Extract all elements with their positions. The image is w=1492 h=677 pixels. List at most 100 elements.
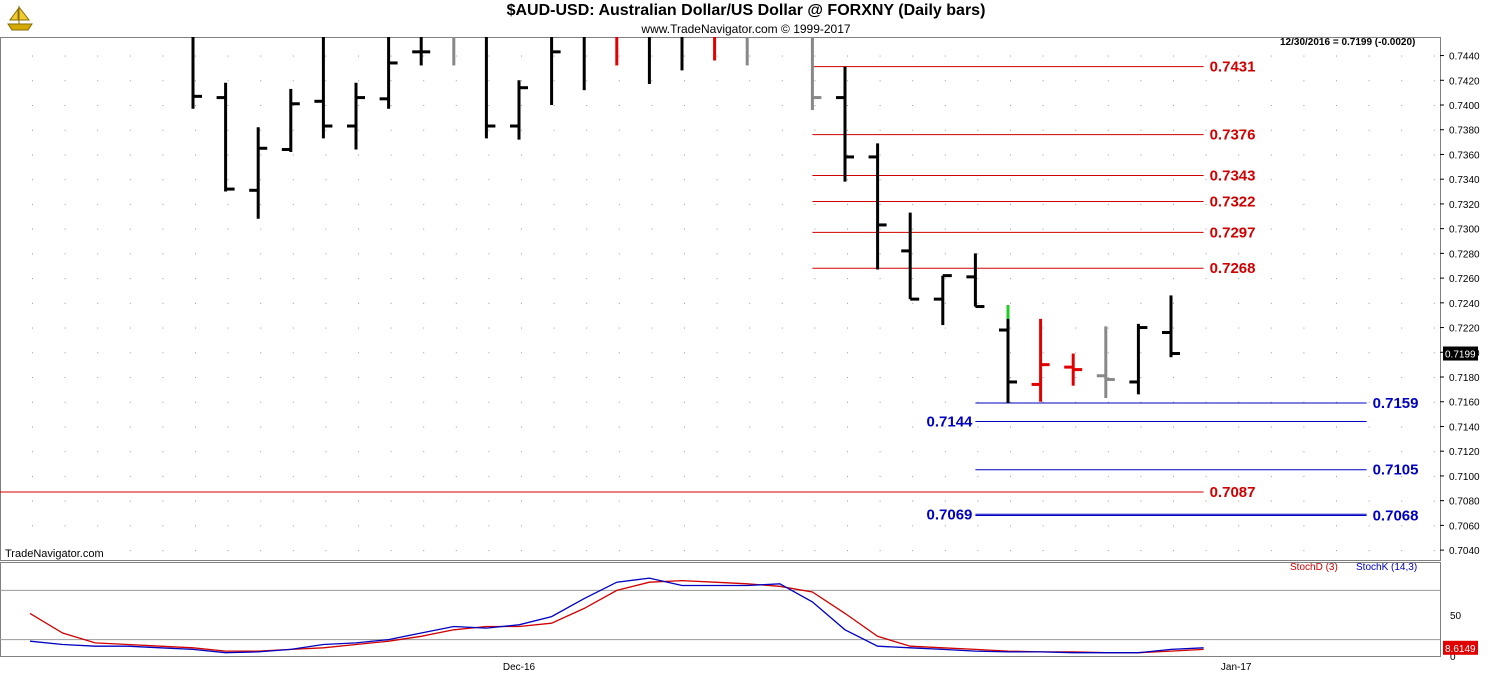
- grid-dot: [1205, 475, 1207, 477]
- price-tick-label: 0.7180: [1449, 373, 1480, 384]
- grid-dot: [1303, 129, 1305, 131]
- grid-dot: [1042, 352, 1044, 354]
- grid-dot: [912, 401, 914, 403]
- grid-dot: [684, 451, 685, 453]
- grid-dot: [390, 302, 392, 304]
- stoch-k-legend: StochK (14,3): [1356, 562, 1418, 573]
- grid-dot: [521, 327, 522, 329]
- grid-dot: [847, 203, 848, 205]
- grid-dot: [1401, 401, 1403, 403]
- grid-dot: [162, 179, 164, 181]
- grid-dot: [97, 80, 99, 82]
- grid-dot: [162, 253, 164, 255]
- grid-dot: [781, 302, 783, 304]
- grid-dot: [586, 179, 588, 181]
- grid-dot: [32, 80, 33, 82]
- grid-dot: [260, 253, 262, 255]
- grid-dot: [292, 105, 294, 107]
- grid-dot: [129, 451, 131, 453]
- chart-frame: [0, 37, 1441, 561]
- grid-dot: [1270, 500, 1272, 502]
- grid-dot: [64, 129, 66, 131]
- grid-dot: [879, 451, 881, 453]
- grid-dot: [1075, 475, 1077, 477]
- grid-dot: [521, 179, 522, 181]
- grid-dot: [162, 203, 164, 205]
- date-label: Jan-17: [1221, 662, 1252, 673]
- grid-dot: [358, 352, 359, 354]
- grid-dot: [129, 203, 131, 205]
- grid-dot: [488, 129, 490, 131]
- grid-dot: [879, 500, 881, 502]
- grid-dot: [260, 105, 262, 107]
- grid-dot: [618, 500, 620, 502]
- grid-dot: [195, 55, 196, 57]
- grid-dot: [521, 253, 522, 255]
- grid-dot: [749, 377, 751, 379]
- grid-dot: [162, 451, 164, 453]
- grid-dot: [227, 500, 229, 502]
- level-label: 0.7268: [1210, 260, 1256, 277]
- grid-dot: [684, 401, 685, 403]
- grid-dot: [423, 451, 425, 453]
- grid-dot: [1303, 55, 1305, 57]
- grid-dot: [879, 179, 881, 181]
- grid-dot: [912, 129, 914, 131]
- grid-dot: [684, 500, 685, 502]
- grid-dot: [1270, 475, 1272, 477]
- grid-dot: [781, 550, 783, 552]
- grid-dot: [227, 426, 229, 428]
- grid-dot: [1140, 401, 1142, 403]
- grid-dot: [1140, 80, 1142, 82]
- grid-dot: [977, 475, 979, 477]
- grid-dot: [553, 154, 555, 156]
- grid-dot: [1368, 426, 1370, 428]
- last-price-box: [1443, 346, 1478, 361]
- grid-dot: [1107, 500, 1109, 502]
- grid-dot: [32, 278, 33, 280]
- grid-dot: [1075, 203, 1077, 205]
- grid-dot: [1205, 302, 1207, 304]
- grid-dot: [1433, 129, 1435, 131]
- grid-dot: [944, 228, 946, 230]
- grid-dot: [1401, 203, 1403, 205]
- grid-dot: [1270, 80, 1272, 82]
- grid-dot: [1336, 525, 1337, 527]
- grid-dot: [651, 55, 653, 57]
- grid-dot: [129, 154, 131, 156]
- grid-dot: [488, 105, 490, 107]
- grid-dot: [260, 352, 262, 354]
- grid-dot: [716, 500, 718, 502]
- grid-dot: [292, 525, 294, 527]
- grid-dot: [129, 80, 131, 82]
- grid-dot: [781, 105, 783, 107]
- grid-dot: [716, 80, 718, 82]
- grid-dot: [1042, 203, 1044, 205]
- grid-dot: [129, 228, 131, 230]
- grid-dot: [1075, 55, 1077, 57]
- grid-dot: [1270, 179, 1272, 181]
- grid-dot: [716, 475, 718, 477]
- grid-dot: [292, 550, 294, 552]
- grid-dot: [944, 451, 946, 453]
- grid-dot: [423, 105, 425, 107]
- grid-dot: [521, 475, 522, 477]
- grid-dot: [1303, 154, 1305, 156]
- grid-dot: [292, 203, 294, 205]
- grid-dot: [455, 154, 457, 156]
- grid-dot: [977, 327, 979, 329]
- grid-dot: [1107, 154, 1109, 156]
- grid-dot: [227, 550, 229, 552]
- grid-dot: [1010, 278, 1011, 280]
- level-label: 0.7322: [1210, 193, 1256, 210]
- grid-dot: [553, 179, 555, 181]
- grid-dot: [684, 105, 685, 107]
- grid-dot: [488, 352, 490, 354]
- grid-dot: [1140, 228, 1142, 230]
- grid-dot: [781, 475, 783, 477]
- grid-dot: [390, 352, 392, 354]
- grid-dot: [521, 550, 522, 552]
- grid-dot: [912, 278, 914, 280]
- grid-dot: [847, 500, 848, 502]
